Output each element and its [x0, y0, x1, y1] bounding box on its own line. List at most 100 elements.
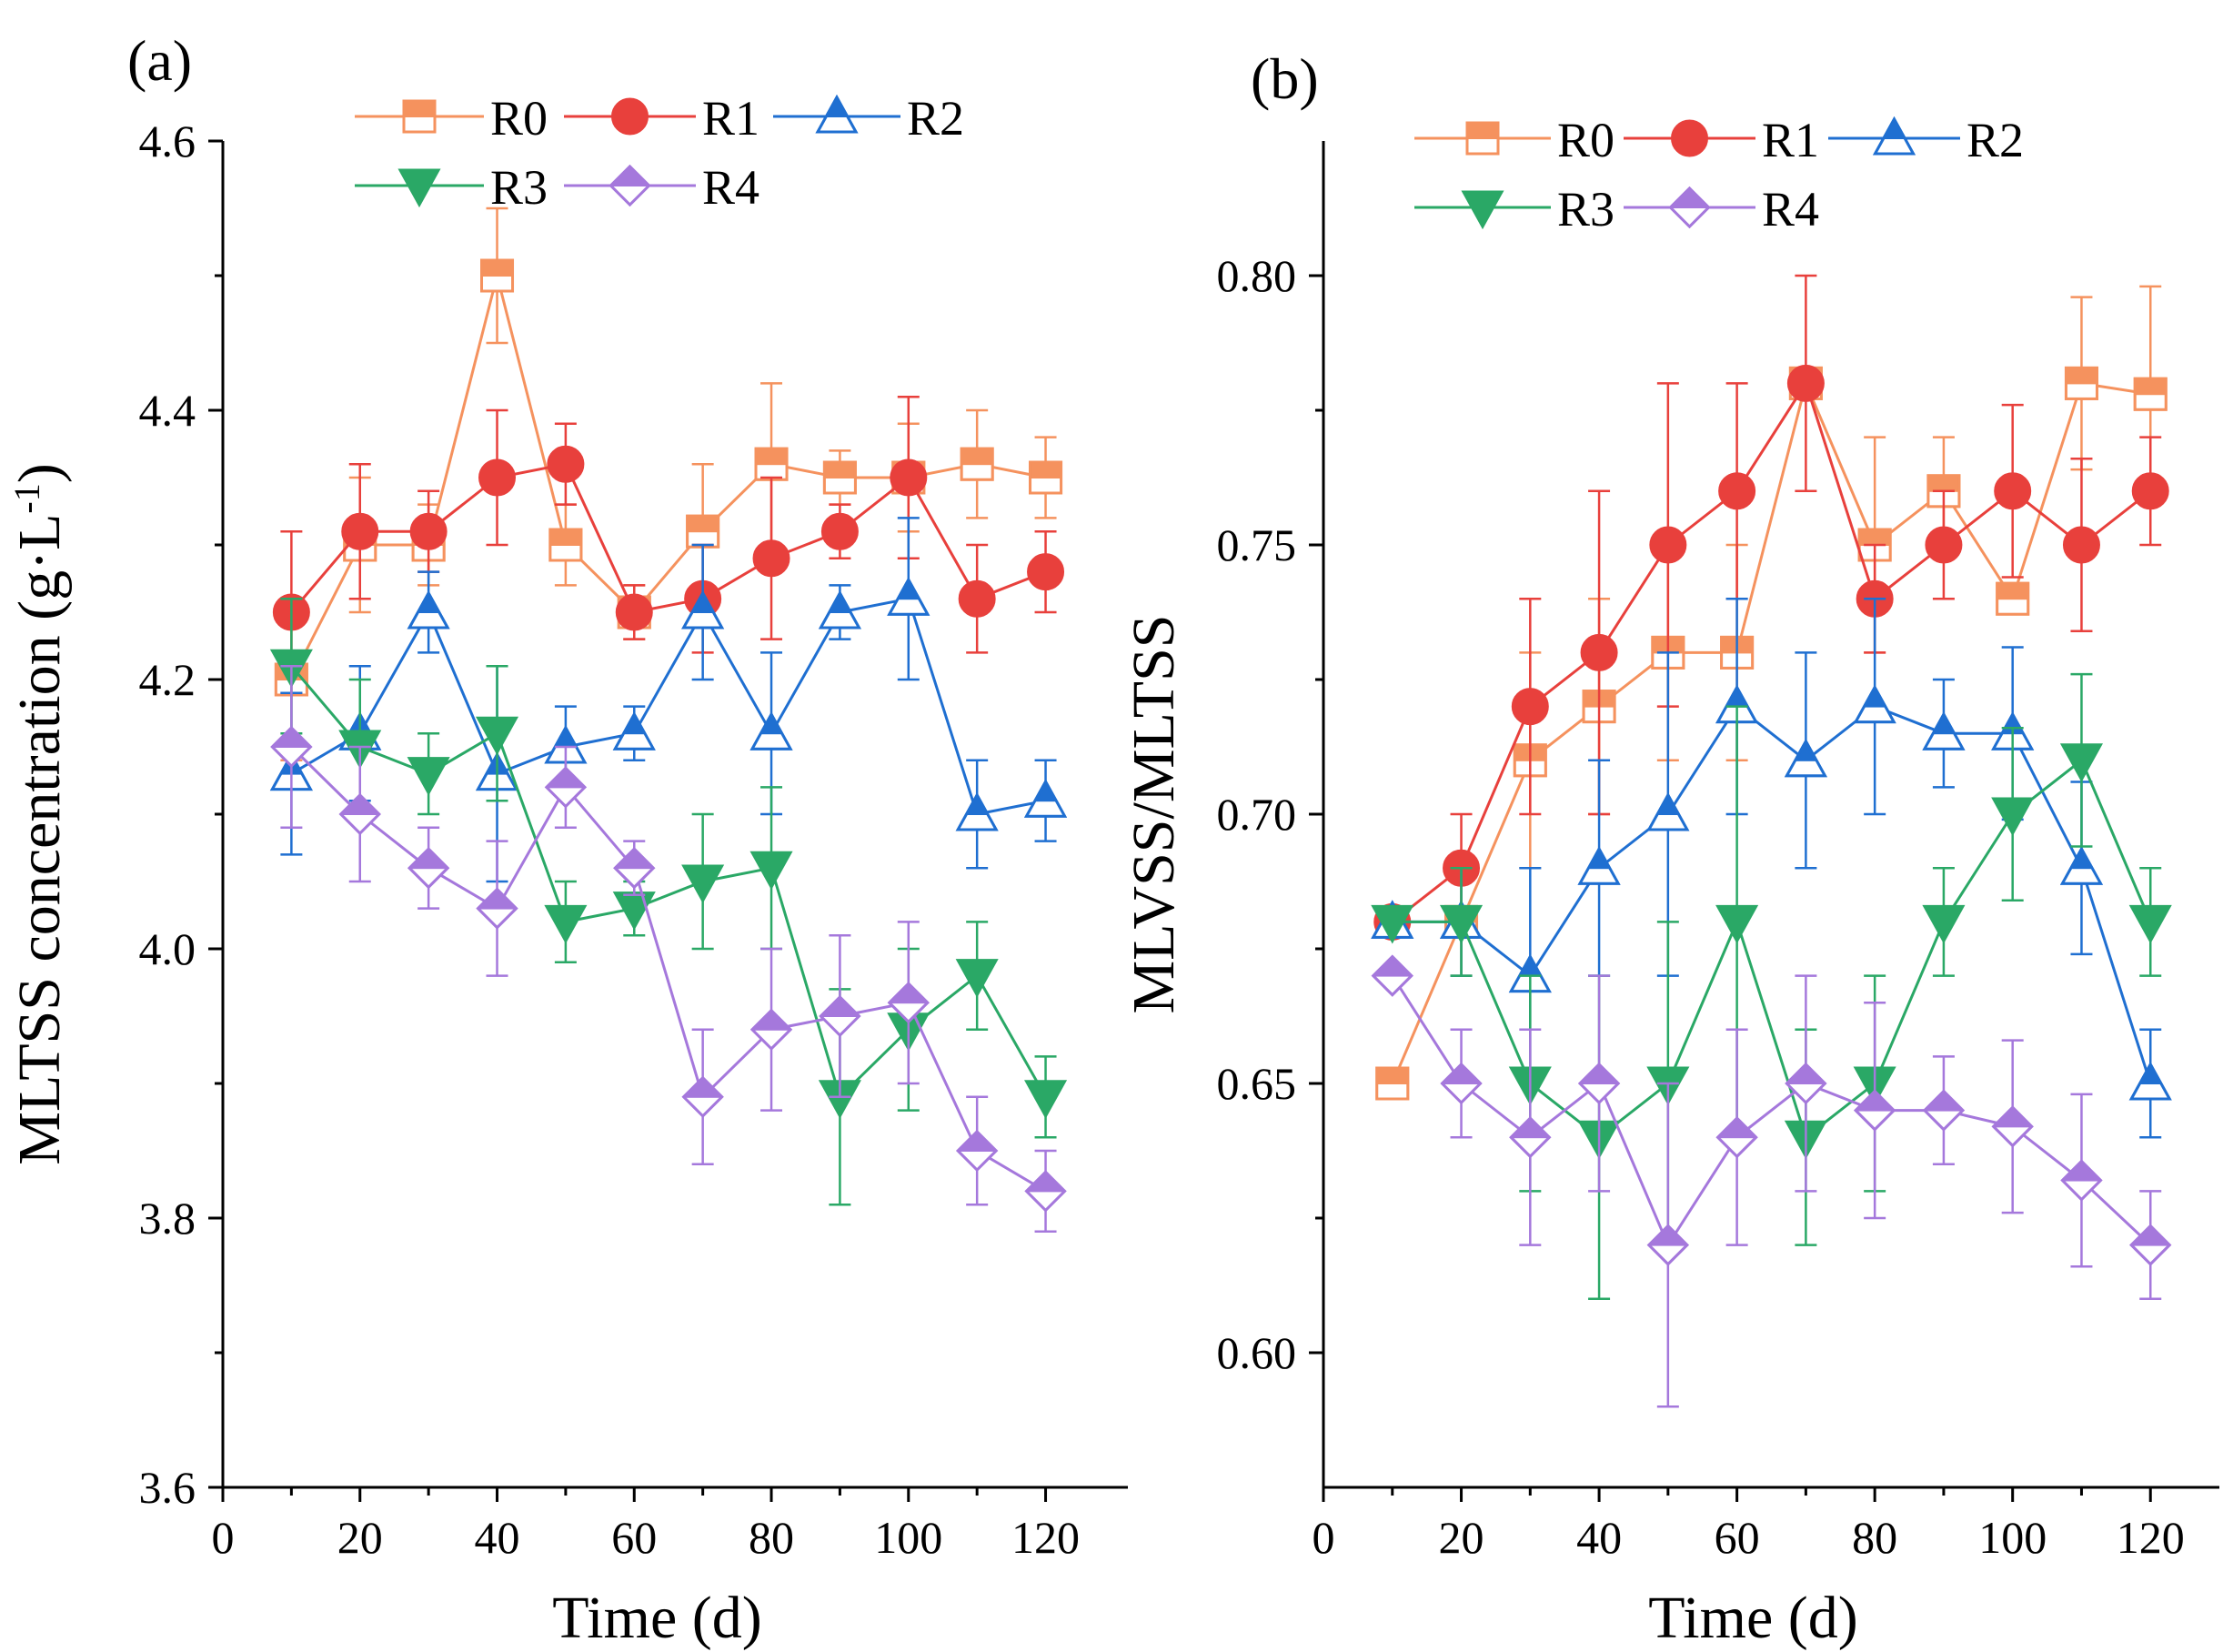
point-R4-outline	[749, 1008, 793, 1051]
y-tick-label: 0.80	[1217, 250, 1297, 301]
series-line-R0	[290, 275, 1046, 680]
y-tick-label: 0.75	[1217, 519, 1297, 570]
point-R2-lower-half	[2062, 869, 2101, 884]
x-tick-label: 0	[1313, 1512, 1335, 1563]
series-R4	[1371, 954, 2172, 1408]
point-R0-outline	[960, 447, 994, 481]
legend-marker-R0-lower-half	[404, 117, 435, 132]
point-R4-outline	[1440, 1062, 1483, 1105]
x-tick-label: 60	[611, 1512, 657, 1563]
point-R1	[1994, 472, 2032, 510]
point-R4-outline	[2060, 1159, 2103, 1202]
point-R1	[1718, 472, 1756, 510]
x-axis-title: Time (d)	[552, 1585, 761, 1651]
legend-marker-R2-outline	[815, 94, 859, 134]
legend-item-R1: R1	[1624, 113, 1819, 167]
legend-marker-R2-outline	[1872, 116, 1916, 156]
point-R1	[1786, 364, 1825, 402]
series-line-R0	[1391, 378, 2151, 1084]
point-R3	[955, 959, 999, 998]
point-R3	[1991, 797, 2035, 837]
point-R0-lower-half	[2066, 384, 2097, 399]
legend-marker-R0-outline	[1465, 121, 1500, 156]
point-R0-lower-half	[1030, 478, 1061, 493]
point-R2-outline	[2128, 1061, 2172, 1101]
point-R3	[1024, 1080, 1068, 1119]
point-R1	[2131, 472, 2169, 510]
point-R3	[1715, 904, 1759, 944]
point-R4-outline	[613, 847, 656, 890]
legend-label: R2	[1966, 113, 2024, 167]
legend-marker-R4-lower-half	[1670, 208, 1709, 227]
point-R0-lower-half	[2135, 395, 2167, 410]
point-R2-lower-half	[615, 734, 654, 750]
point-R0-lower-half	[549, 546, 581, 560]
point-R1	[478, 458, 517, 497]
legend-marker-R3	[1461, 190, 1504, 230]
x-tick-label: 20	[337, 1512, 383, 1563]
series-line-R4	[1391, 974, 2152, 1248]
point-R2-lower-half	[1924, 734, 1963, 750]
panel-a: 0 20 40 60 80 100 120 3.6 3.8 4.0 4.2 4.4 4.6 Time (d…	[6, 28, 1128, 1651]
point-R2-lower-half	[889, 599, 928, 615]
point-R4-outline	[1577, 1062, 1621, 1105]
legend-item-R0: R0	[355, 91, 548, 146]
x-tick-label: 40	[1576, 1512, 1622, 1563]
point-R4-outline	[956, 1129, 999, 1173]
point-R0-outline	[1375, 1066, 1410, 1101]
legend-marker-R1	[1671, 119, 1708, 157]
legend-marker-R0-outline	[402, 99, 437, 134]
legend-label: R1	[702, 91, 759, 146]
point-R0-outline	[822, 460, 857, 495]
point-R3	[544, 904, 588, 944]
point-R4-outline	[681, 1075, 724, 1118]
legend-marker-R2-lower-half	[818, 117, 856, 132]
point-R2-outline	[818, 589, 861, 630]
panel-label: (b)	[1251, 46, 1319, 111]
legend-item-R2: R2	[773, 91, 964, 146]
series-R1	[1373, 274, 2169, 941]
point-R4-outline	[1922, 1089, 1966, 1132]
point-R0-lower-half	[756, 465, 788, 480]
point-R3	[681, 864, 725, 904]
legend-label: R1	[1762, 113, 1819, 167]
series-R0	[274, 206, 1063, 762]
x-tick-label: 100	[874, 1512, 942, 1563]
series-line-R3	[290, 665, 1047, 1100]
x-tick-label: 20	[1439, 1512, 1484, 1563]
point-R2-outline	[1646, 791, 1690, 831]
point-R2-lower-half	[2131, 1084, 2170, 1099]
legend-marker-R4-outline	[609, 164, 651, 207]
y-tick-label: 4.0	[139, 923, 196, 974]
x-axis-title: Time (d)	[1648, 1585, 1857, 1651]
point-R1	[752, 539, 790, 578]
point-R0-lower-half	[824, 478, 856, 493]
point-R4-outline	[1024, 1170, 1067, 1213]
point-R2-lower-half	[1648, 815, 1687, 830]
point-R1	[341, 512, 379, 550]
legend-label: R2	[907, 91, 964, 146]
point-R0-lower-half	[1376, 1084, 1408, 1099]
legend-label: R3	[1557, 182, 1614, 237]
series-line-R1	[1391, 379, 2152, 923]
point-R1	[890, 458, 928, 497]
point-R4-outline	[887, 982, 930, 1024]
series-R3	[1371, 672, 2172, 1301]
point-R3	[407, 757, 450, 796]
point-R3	[1371, 904, 1414, 944]
point-R0-outline	[548, 528, 583, 562]
point-R4-outline	[1854, 1089, 1896, 1132]
x-tick-label: 100	[1978, 1512, 2047, 1563]
point-R4-outline	[338, 792, 381, 836]
point-R2-lower-half	[752, 734, 791, 750]
legend-item-R2: R2	[1828, 113, 2024, 167]
point-R4-outline	[819, 994, 861, 1038]
point-R0-lower-half	[961, 465, 993, 480]
point-R0-lower-half	[481, 277, 513, 291]
point-R2-lower-half	[683, 613, 722, 628]
point-R1	[409, 512, 448, 550]
series-line-R2	[290, 597, 1046, 816]
series-R0	[1375, 285, 2168, 1101]
panel-b: 0 20 40 60 80 100 120 0.60 0.65 0.70 0.75 0.80 Time …	[1121, 46, 2219, 1651]
